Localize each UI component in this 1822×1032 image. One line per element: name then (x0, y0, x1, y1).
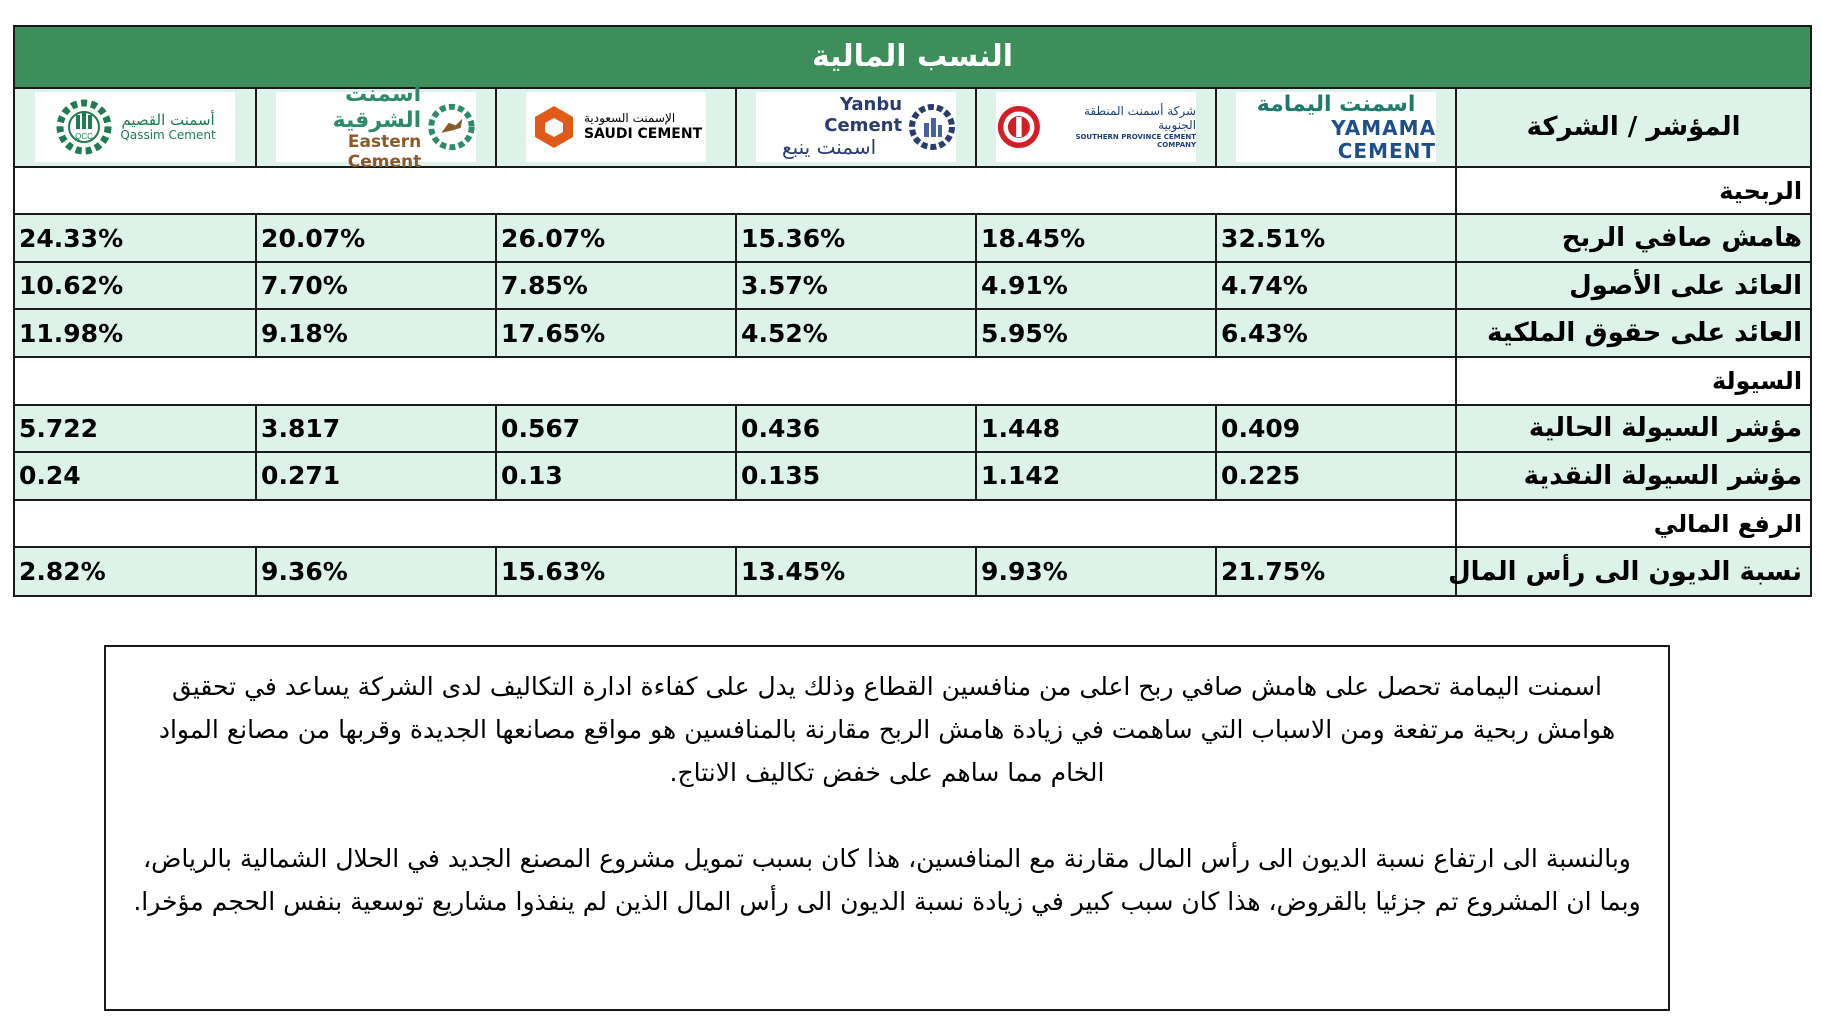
value-cell: 0.225 (1215, 451, 1458, 501)
qassim-gear-icon: QCC (56, 99, 112, 155)
value-cell: 3.57% (735, 260, 978, 311)
value-cell: 5.95% (975, 308, 1218, 359)
yamama-cement-logo: اسمنت اليمامة YAMAMA CEMENT (1236, 91, 1437, 163)
value-cell: 4.74% (1215, 260, 1458, 311)
note-paragraph: اسمنت اليمامة تحصل على هامش صافي ربح اعل… (158, 672, 1616, 787)
section-spacer (12, 356, 1458, 406)
company-header-row: المؤشر / الشركة اسمنت اليمامة YAMAMA CEM… (12, 82, 1813, 171)
financial-ratios-table: النسب المالية المؤشر / الشركة اسمنت اليم… (12, 25, 1813, 597)
value-cell: 21.75% (1215, 546, 1458, 597)
value-cell: 17.65% (495, 308, 738, 359)
row-label: العائد على الأصول (1455, 260, 1813, 311)
saudi-hexagon-icon (534, 106, 573, 149)
value-cell: 0.567 (495, 403, 738, 454)
yamama-logo-cell: اسمنت اليمامة YAMAMA CEMENT (1215, 86, 1458, 168)
table-row: العائد على الأصول 4.74% 4.91% 3.57% 7.85… (12, 260, 1813, 311)
indicator-company-header: المؤشر / الشركة (1455, 86, 1813, 168)
value-cell: 15.36% (735, 213, 978, 263)
value-cell: 9.18% (255, 308, 498, 359)
value-cell: 32.51% (1215, 213, 1458, 263)
southern-name-en: SOUTHERN PROVINCE CEMENT COMPANY (1075, 132, 1197, 150)
southern-name-ar: شركة أسمنت المنطقة الجنوبية (1083, 104, 1197, 133)
southern-logo-cell: شركة أسمنت المنطقة الجنوبية SOUTHERN PRO… (975, 86, 1218, 168)
section-label-liquidity: السيولة (1455, 356, 1813, 406)
qassim-name-en: Qassim Cement (120, 127, 216, 142)
table-row: العائد على حقوق الملكية 6.43% 5.95% 4.52… (12, 308, 1813, 359)
value-cell: 4.91% (975, 260, 1218, 311)
value-cell: 0.24 (12, 451, 258, 501)
value-cell: 11.98% (12, 308, 258, 359)
value-cell: 15.63% (495, 546, 738, 597)
qassim-logo-cell: أسمنت القصيم Qassim Cement QCC (12, 86, 258, 168)
note-paragraph: وبالنسبة الى ارتفاع نسبة الديون الى رأس … (133, 844, 1641, 916)
value-cell: 6.43% (1215, 308, 1458, 359)
saudi-cement-logo: الإسمنت السعودية SAUDI CEMENT (526, 92, 707, 163)
value-cell: 0.436 (735, 403, 978, 454)
saudi-name-en: SAUDI CEMENT (583, 126, 703, 143)
value-cell: 5.722 (12, 403, 258, 454)
section-row-profitability: الربحية (12, 165, 1813, 216)
table-row: نسبة الديون الى رأس المال 21.75% 9.93% 1… (12, 546, 1813, 597)
value-cell: 10.62% (12, 260, 258, 311)
section-label-profitability: الربحية (1455, 165, 1813, 216)
value-cell: 3.817 (255, 403, 498, 454)
value-cell: 1.142 (975, 451, 1218, 501)
table-row: مؤشر السيولة النقدية 0.225 1.142 0.135 0… (12, 451, 1813, 501)
value-cell: 18.45% (975, 213, 1218, 263)
yanbu-name-ar: اسمنت ينبع (781, 135, 877, 160)
section-spacer (12, 498, 1458, 549)
table-title: النسب المالية (12, 25, 1813, 89)
value-cell: 4.52% (735, 308, 978, 359)
analysis-note-box: اسمنت اليمامة تحصل على هامش صافي ربح اعل… (104, 645, 1670, 1011)
value-cell: 0.135 (735, 451, 978, 501)
saudi-name-ar: الإسمنت السعودية (583, 111, 676, 126)
value-cell: 7.85% (495, 260, 738, 311)
eastern-name-ar: اسمنت الشرقية (332, 82, 422, 133)
row-label: العائد على حقوق الملكية (1455, 308, 1813, 359)
yanbu-gear-icon (909, 104, 956, 151)
row-label: نسبة الديون الى رأس المال (1448, 546, 1813, 597)
eastern-cement-logo: اسمنت الشرقية Eastern Cement (276, 82, 477, 171)
section-row-liquidity: السيولة (12, 356, 1813, 406)
value-cell: 26.07% (495, 213, 738, 263)
yanbu-name-en: Yanbu Cement (824, 94, 903, 136)
value-cell: 20.07% (255, 213, 498, 263)
value-cell: 9.93% (975, 546, 1218, 597)
row-label: مؤشر السيولة الحالية (1455, 403, 1813, 454)
table-row: هامش صافي الربح 32.51% 18.45% 15.36% 26.… (12, 213, 1813, 263)
yanbu-logo-cell: Yanbu Cement اسمنت ينبع (735, 86, 978, 168)
value-cell: 2.82% (12, 546, 258, 597)
table-row: مؤشر السيولة الحالية 0.409 1.448 0.436 0… (12, 403, 1813, 454)
value-cell: 13.45% (735, 546, 978, 597)
qassim-cement-logo: أسمنت القصيم Qassim Cement QCC (35, 92, 236, 163)
value-cell: 0.409 (1215, 403, 1458, 454)
eastern-gazelle-gear-icon (428, 104, 475, 151)
value-cell: 9.36% (255, 546, 498, 597)
yamama-name-en: YAMAMA CEMENT (1331, 115, 1437, 163)
yanbu-cement-logo: Yanbu Cement اسمنت ينبع (756, 92, 957, 163)
southern-cement-logo: شركة أسمنت المنطقة الجنوبية SOUTHERN PRO… (996, 92, 1197, 163)
value-cell: 7.70% (255, 260, 498, 311)
saudi-logo-cell: الإسمنت السعودية SAUDI CEMENT (495, 86, 738, 168)
section-row-leverage: الرفع المالي (12, 498, 1813, 549)
value-cell: 1.448 (975, 403, 1218, 454)
value-cell: 0.13 (495, 451, 738, 501)
section-label-leverage: الرفع المالي (1455, 498, 1813, 549)
section-spacer (12, 165, 1458, 216)
yamama-name-ar: اسمنت اليمامة (1256, 91, 1416, 117)
southern-emblem-icon (997, 106, 1040, 149)
eastern-logo-cell: اسمنت الشرقية Eastern Cement (255, 82, 498, 171)
row-label: مؤشر السيولة النقدية (1455, 451, 1813, 501)
eastern-name-en: Eastern Cement (347, 131, 422, 172)
row-label: هامش صافي الربح (1455, 213, 1813, 263)
qassim-name-ar: أسمنت القصيم (121, 110, 215, 129)
value-cell: 0.271 (255, 451, 498, 501)
qassim-mark-text: QCC (76, 132, 94, 141)
value-cell: 24.33% (12, 213, 258, 263)
